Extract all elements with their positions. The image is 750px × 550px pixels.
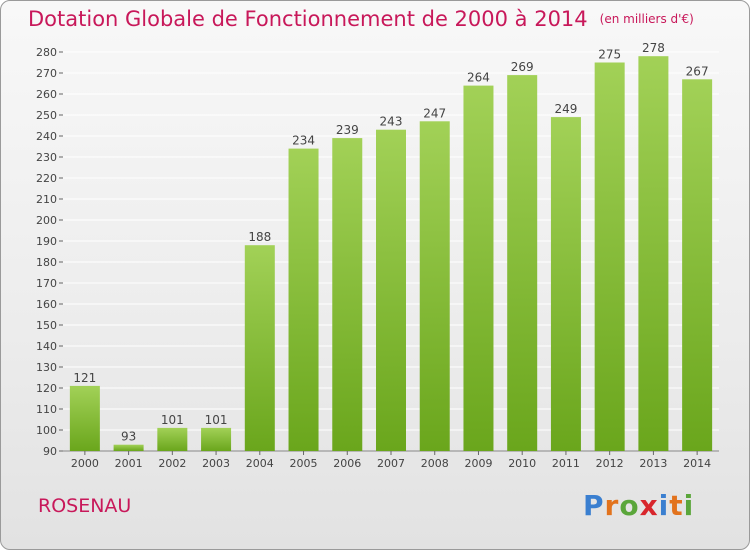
bar-2005	[288, 148, 319, 451]
y-tick-label: 140	[36, 340, 57, 353]
y-tick-label: 270	[36, 67, 57, 80]
logo-letter: i	[658, 489, 670, 522]
bar-2001	[113, 444, 144, 451]
x-tick-label: 2008	[421, 457, 449, 470]
y-tick-label: 260	[36, 88, 57, 101]
data-label-2000: 121	[73, 371, 96, 385]
logo-letter: x	[639, 489, 659, 522]
y-tick-label: 240	[36, 130, 57, 143]
y-tick-label: 230	[36, 151, 57, 164]
data-label-2008: 247	[423, 106, 446, 120]
y-tick-label: 170	[36, 277, 57, 290]
bar-2012	[594, 62, 625, 451]
x-tick-label: 2010	[508, 457, 536, 470]
bar-2004	[244, 245, 275, 451]
y-tick-label: 190	[36, 235, 57, 248]
x-tick-label: 2001	[115, 457, 143, 470]
data-label-2013: 278	[642, 41, 665, 55]
x-tick-label: 2000	[71, 457, 99, 470]
x-tick-label: 2003	[202, 457, 230, 470]
y-tick-label: 90	[43, 445, 57, 458]
proxiti-logo: Proxiti	[583, 489, 694, 522]
data-labels: 121 93 101 101 188 234 239 243 247 264 269 249 275 27…	[73, 41, 708, 444]
y-tick-label: 210	[36, 193, 57, 206]
y-tick-label: 220	[36, 172, 57, 185]
data-label-2009: 264	[467, 71, 490, 85]
x-tick-label: 2011	[552, 457, 580, 470]
data-label-2014: 267	[686, 64, 709, 78]
chart-title: Dotation Globale de Fonctionnement de 20…	[28, 7, 694, 31]
x-tick-label: 2009	[464, 457, 492, 470]
x-tick-label: 2002	[158, 457, 186, 470]
chart-unit: (en milliers d'€)	[599, 12, 694, 26]
y-tick-label: 280	[36, 46, 57, 59]
bar-2000	[69, 385, 100, 451]
data-label-2002: 101	[161, 413, 184, 427]
bars	[69, 56, 713, 452]
x-tick-label: 2012	[596, 457, 624, 470]
bar-2010	[507, 75, 538, 451]
y-tick-label: 120	[36, 382, 57, 395]
data-label-2006: 239	[336, 123, 359, 137]
bar-2008	[419, 121, 450, 452]
bar-2006	[332, 138, 363, 451]
x-tick-label: 2007	[377, 457, 405, 470]
bar-2014	[682, 79, 713, 452]
y-tick-label: 200	[36, 214, 57, 227]
y-axis-ticks: 90 100 110 120 130 140 150 160 170 180 190 200 210 22…	[36, 46, 63, 458]
bar-2011	[550, 117, 581, 451]
x-axis-ticks: 2000 2001 2002 2003 2004 2005 2006 2007 2008 2009…	[71, 451, 711, 470]
bar-2002	[157, 427, 188, 451]
y-tick-label: 100	[36, 424, 57, 437]
chart-title-text: Dotation Globale de Fonctionnement de 20…	[28, 7, 588, 31]
data-label-2007: 243	[380, 115, 403, 129]
x-tick-label: 2005	[290, 457, 318, 470]
y-tick-label: 130	[36, 361, 57, 374]
data-label-2010: 269	[511, 60, 534, 74]
y-tick-label: 160	[36, 298, 57, 311]
logo-letter: t	[669, 489, 684, 522]
bar-2003	[201, 427, 232, 451]
logo-letter: r	[604, 489, 620, 522]
y-tick-label: 250	[36, 109, 57, 122]
y-tick-label: 110	[36, 403, 57, 416]
x-tick-label: 2014	[683, 457, 711, 470]
x-tick-label: 2013	[639, 457, 667, 470]
bar-2007	[376, 129, 406, 451]
logo-letter: o	[619, 489, 640, 522]
y-tick-label: 180	[36, 256, 57, 269]
logo-letter: P	[583, 489, 605, 522]
data-label-2004: 188	[248, 230, 271, 244]
data-label-2012: 275	[598, 48, 621, 62]
data-label-2001: 93	[121, 430, 136, 444]
logo-letter: i	[683, 489, 695, 522]
x-tick-label: 2006	[333, 457, 361, 470]
data-label-2003: 101	[205, 413, 228, 427]
data-label-2005: 234	[292, 134, 315, 148]
y-tick-label: 150	[36, 319, 57, 332]
x-tick-label: 2004	[246, 457, 274, 470]
bar-2009	[463, 85, 494, 451]
commune-name: ROSENAU	[38, 495, 132, 517]
bar-2013	[638, 56, 669, 451]
data-label-2011: 249	[554, 102, 577, 116]
